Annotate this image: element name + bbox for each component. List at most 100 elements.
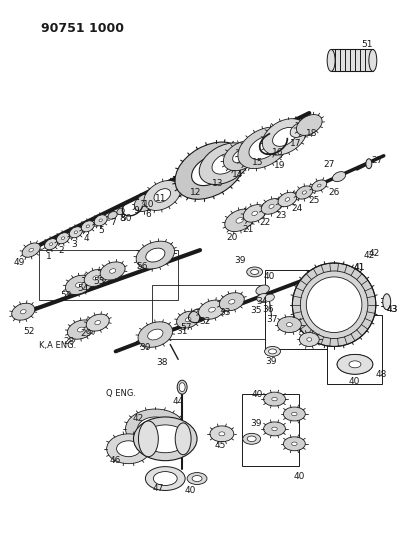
Ellipse shape [175, 423, 191, 455]
Text: 53: 53 [60, 292, 72, 300]
Ellipse shape [154, 189, 171, 203]
Ellipse shape [138, 417, 173, 441]
Text: 39: 39 [234, 255, 245, 264]
Text: 40: 40 [294, 472, 305, 481]
Text: 43: 43 [387, 305, 398, 314]
Ellipse shape [283, 437, 305, 451]
Text: Q ENG.: Q ENG. [106, 389, 136, 398]
Text: 9: 9 [133, 206, 139, 215]
Ellipse shape [177, 311, 199, 328]
Ellipse shape [212, 154, 238, 174]
Text: 42: 42 [368, 248, 379, 257]
Ellipse shape [369, 50, 377, 71]
Text: 29: 29 [80, 329, 92, 338]
Ellipse shape [143, 425, 187, 453]
Ellipse shape [199, 143, 251, 184]
Text: 90751 1000: 90751 1000 [41, 22, 124, 35]
Ellipse shape [22, 243, 40, 257]
Text: 46: 46 [110, 456, 121, 465]
Text: 40: 40 [184, 486, 196, 495]
Ellipse shape [192, 475, 202, 481]
Text: 13: 13 [212, 179, 224, 188]
Text: 20: 20 [226, 233, 238, 241]
Bar [331, 50, 373, 71]
Ellipse shape [264, 392, 285, 406]
Text: 26: 26 [328, 188, 340, 197]
Ellipse shape [142, 200, 148, 205]
Text: 55: 55 [93, 277, 105, 286]
Text: 2: 2 [58, 246, 64, 255]
Text: 30: 30 [140, 343, 151, 352]
Bar [327, 314, 382, 384]
Text: 51: 51 [361, 40, 373, 49]
Ellipse shape [223, 141, 260, 171]
Text: 47: 47 [153, 484, 164, 493]
Ellipse shape [383, 294, 391, 310]
Text: 3: 3 [71, 240, 77, 249]
Text: 23: 23 [276, 211, 287, 220]
Ellipse shape [108, 212, 117, 219]
Ellipse shape [296, 115, 322, 135]
Text: 25: 25 [309, 196, 320, 205]
Text: 18: 18 [306, 130, 317, 139]
Text: 4: 4 [84, 233, 90, 243]
Ellipse shape [252, 211, 258, 215]
Ellipse shape [285, 198, 290, 201]
Text: 32: 32 [199, 317, 211, 326]
Text: 41: 41 [353, 263, 365, 272]
Bar [242, 394, 299, 466]
Text: 37: 37 [266, 315, 277, 324]
Ellipse shape [163, 185, 177, 197]
Ellipse shape [292, 442, 297, 446]
Ellipse shape [179, 383, 185, 392]
Ellipse shape [317, 184, 321, 187]
Ellipse shape [307, 338, 312, 341]
Text: 44: 44 [173, 397, 184, 406]
Ellipse shape [125, 409, 185, 449]
Text: 17: 17 [290, 139, 301, 148]
Ellipse shape [138, 421, 158, 457]
Ellipse shape [156, 195, 161, 198]
Ellipse shape [153, 472, 177, 486]
Text: 38: 38 [157, 358, 168, 367]
Ellipse shape [292, 412, 297, 416]
Ellipse shape [44, 239, 57, 249]
Text: 11: 11 [155, 194, 166, 203]
Ellipse shape [290, 123, 309, 138]
Text: 35: 35 [250, 306, 261, 315]
Text: 6: 6 [146, 210, 151, 219]
Text: 28: 28 [63, 337, 74, 346]
Ellipse shape [187, 473, 207, 484]
Text: 49: 49 [13, 257, 25, 266]
Ellipse shape [76, 282, 82, 287]
Ellipse shape [287, 322, 292, 327]
Ellipse shape [116, 441, 140, 457]
Ellipse shape [299, 333, 319, 346]
Ellipse shape [278, 317, 301, 333]
Ellipse shape [86, 314, 109, 331]
Text: 14: 14 [232, 170, 243, 179]
Ellipse shape [264, 422, 285, 436]
Ellipse shape [272, 397, 277, 401]
Ellipse shape [68, 320, 94, 339]
Ellipse shape [219, 432, 225, 436]
Ellipse shape [74, 231, 77, 233]
Ellipse shape [265, 294, 274, 302]
Ellipse shape [219, 293, 244, 311]
Text: 50: 50 [121, 214, 132, 223]
Bar [265, 270, 329, 350]
Text: 56: 56 [137, 262, 148, 271]
Text: 8: 8 [120, 214, 125, 223]
Ellipse shape [273, 127, 296, 147]
Text: 45: 45 [214, 441, 225, 450]
Ellipse shape [306, 277, 362, 333]
Ellipse shape [229, 300, 235, 304]
Text: 42: 42 [133, 415, 144, 423]
Text: 1: 1 [46, 252, 52, 261]
Ellipse shape [256, 285, 269, 295]
Ellipse shape [77, 327, 84, 332]
Text: 39: 39 [265, 357, 276, 366]
Ellipse shape [251, 270, 258, 274]
Ellipse shape [66, 275, 92, 295]
Ellipse shape [269, 205, 274, 208]
